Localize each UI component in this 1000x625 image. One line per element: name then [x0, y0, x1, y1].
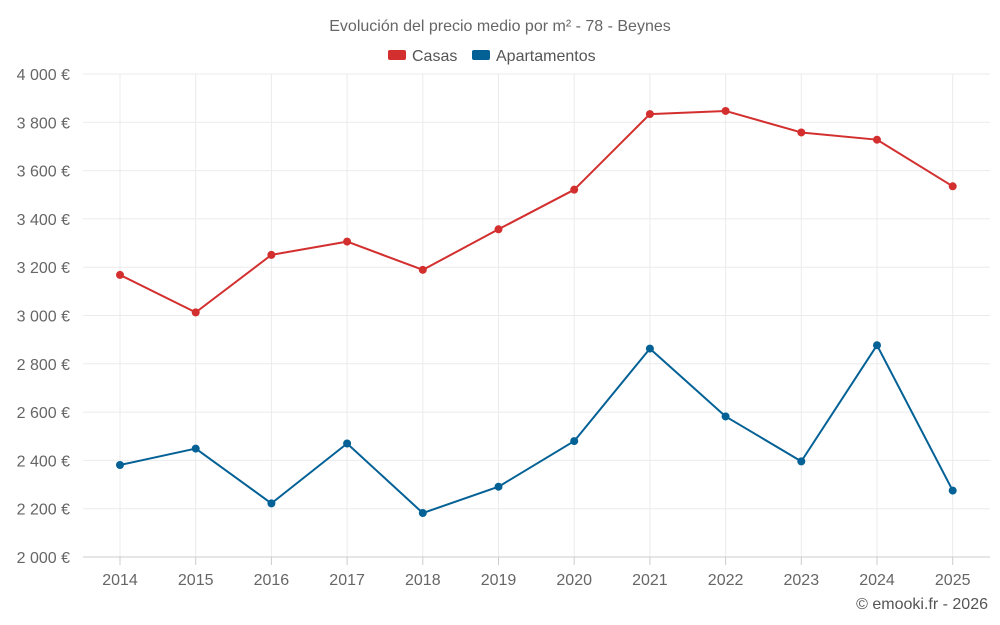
x-tick-label: 2018	[405, 572, 441, 589]
data-point-apartamentos[interactable]	[116, 460, 124, 469]
x-tick-label: 2023	[784, 572, 820, 589]
series	[116, 106, 957, 518]
credit-text: © emooki.fr - 2026	[856, 596, 988, 613]
data-point-apartamentos[interactable]	[948, 486, 957, 495]
y-tick-label: 4 000 €	[17, 67, 70, 84]
x-tick-label: 2014	[102, 572, 138, 589]
x-tick-label: 2017	[329, 572, 365, 589]
legend-swatch-casas	[388, 50, 406, 60]
y-tick-label: 3 400 €	[17, 212, 70, 229]
legend-item-casas[interactable]: Casas	[388, 48, 457, 65]
data-point-apartamentos[interactable]	[570, 437, 579, 446]
data-point-apartamentos[interactable]	[418, 509, 427, 518]
data-point-casas[interactable]	[418, 265, 427, 274]
x-tick-label: 2015	[178, 572, 214, 589]
x-tick-label: 2020	[556, 572, 592, 589]
data-point-apartamentos[interactable]	[797, 457, 806, 466]
y-tick-label: 2 000 €	[17, 550, 70, 567]
legend-item-apartamentos[interactable]: Apartamentos	[472, 48, 596, 65]
data-point-apartamentos[interactable]	[873, 341, 881, 350]
series-line-casas	[119, 109, 954, 314]
legend-label-apartamentos: Apartamentos	[496, 48, 596, 65]
x-tick-label: 2025	[935, 572, 971, 589]
y-tick-label: 3 000 €	[17, 309, 70, 326]
y-tick-label: 2 600 €	[17, 405, 70, 422]
x-tick-label: 2019	[481, 572, 517, 589]
data-point-casas[interactable]	[494, 225, 503, 234]
data-point-casas[interactable]	[267, 250, 276, 259]
data-point-apartamentos[interactable]	[494, 482, 503, 491]
data-point-apartamentos[interactable]	[191, 444, 200, 453]
chart-title: Evolución del precio medio por m² - 78 -…	[329, 18, 671, 35]
x-tick-label: 2021	[632, 572, 668, 589]
data-point-casas[interactable]	[797, 128, 806, 137]
data-point-apartamentos[interactable]	[267, 499, 276, 508]
data-point-casas[interactable]	[570, 185, 579, 194]
series-casas	[116, 106, 957, 317]
data-point-casas[interactable]	[721, 106, 730, 115]
y-tick-label: 2 200 €	[17, 502, 70, 519]
legend-label-casas: Casas	[412, 48, 457, 65]
data-point-casas[interactable]	[116, 270, 124, 279]
data-point-casas[interactable]	[645, 110, 654, 119]
y-tick-label: 2 800 €	[17, 357, 70, 374]
legend[interactable]: Casas Apartamentos	[388, 48, 596, 65]
data-point-casas[interactable]	[343, 237, 352, 246]
y-tick-label: 2 400 €	[17, 453, 70, 470]
series-apartamentos	[116, 341, 957, 518]
y-tick-label: 3 600 €	[17, 164, 70, 181]
data-point-apartamentos[interactable]	[721, 412, 730, 421]
data-point-casas[interactable]	[948, 182, 957, 191]
data-point-apartamentos[interactable]	[343, 439, 352, 448]
y-tick-label: 3 800 €	[17, 115, 70, 132]
data-point-casas[interactable]	[191, 308, 200, 317]
x-tick-label: 2022	[708, 572, 744, 589]
legend-swatch-apartamentos	[472, 50, 490, 60]
x-tick-label: 2016	[254, 572, 290, 589]
data-point-casas[interactable]	[873, 135, 881, 144]
x-tick-label: 2024	[859, 572, 895, 589]
x-axis: 2014 2015 2016 2017 2018 2019 2020 2021 2022 2023…	[83, 556, 990, 589]
series-line-apartamentos	[119, 344, 954, 515]
data-point-apartamentos[interactable]	[645, 344, 654, 353]
grid	[83, 73, 990, 558]
y-tick-label: 3 200 €	[17, 260, 70, 277]
y-axis: 2 000 € 2 200 € 2 400 € 2 600 € 2 800 € 3 000…	[17, 67, 70, 567]
